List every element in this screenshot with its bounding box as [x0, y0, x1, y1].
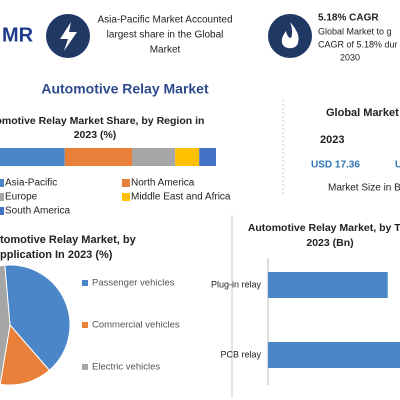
legend-marker: [122, 179, 130, 187]
chart-title: 2023 (%): [74, 129, 117, 141]
highlight-line: 2030: [340, 52, 360, 62]
legend-marker: [0, 193, 4, 201]
legend-marker: [0, 207, 4, 215]
chart-title: Automotive Relay Market, by Typ: [248, 222, 400, 234]
highlight-title: 5.18% CAGR: [318, 13, 379, 24]
legend-label: Middle East and Africa: [131, 192, 231, 203]
bar-segment: [175, 148, 200, 166]
legend-label: Passenger vehicles: [92, 278, 175, 289]
chart-title: pplication In 2023 (%): [0, 249, 113, 261]
stats-value: U: [395, 160, 400, 171]
stats-value: USD 17.36: [311, 160, 360, 171]
pie-slice: [0, 323, 51, 386]
bar: [268, 272, 388, 298]
bar-segment: [199, 148, 216, 166]
highlight-line: Asia-Pacific Market Accounted: [97, 15, 232, 26]
legend-marker: [0, 179, 4, 187]
legend-marker: [82, 280, 88, 286]
chart-title: utomotive Relay Market Share, by Region …: [0, 115, 204, 127]
chart-title: 2023 (Bn): [306, 237, 353, 249]
highlight-line: largest share in the Global: [107, 30, 224, 41]
flame-glyph: [281, 22, 299, 49]
legend-marker: [122, 193, 130, 201]
main-title: Automotive Relay Market: [41, 81, 209, 97]
legend-marker: [82, 322, 88, 328]
y-tick-label: Plug-in relay: [211, 279, 262, 289]
legend-label: North America: [131, 178, 195, 189]
chart-title: tomotive Relay Market, by: [0, 234, 137, 246]
bar-segment: [0, 148, 65, 166]
y-tick-label: PCB relay: [220, 349, 261, 359]
stats-year: 2023: [320, 134, 344, 146]
highlight-line: Global Market to g: [318, 26, 392, 36]
stats-title: Global Market: [326, 107, 399, 119]
bolt-glyph: [60, 22, 77, 51]
bar-segment: [132, 148, 176, 166]
pie-slice: [0, 264, 11, 385]
icon-flame: [268, 14, 312, 58]
highlight-line: Market: [150, 45, 181, 56]
legend-label: Electric vehicles: [92, 362, 160, 373]
legend-label: Asia-Pacific: [5, 178, 57, 189]
legend-label: Europe: [5, 192, 38, 203]
pie-slice: [4, 264, 71, 371]
bar: [268, 342, 400, 368]
logo: MR: [2, 24, 34, 46]
highlight-line: CAGR of 5.18% dur: [318, 39, 398, 49]
legend-label: Commercial vehicles: [92, 320, 180, 331]
stats-caption: Market Size in B: [328, 183, 400, 194]
bar-segment: [64, 148, 132, 166]
legend-label: South America: [5, 206, 70, 217]
legend-marker: [82, 364, 88, 370]
